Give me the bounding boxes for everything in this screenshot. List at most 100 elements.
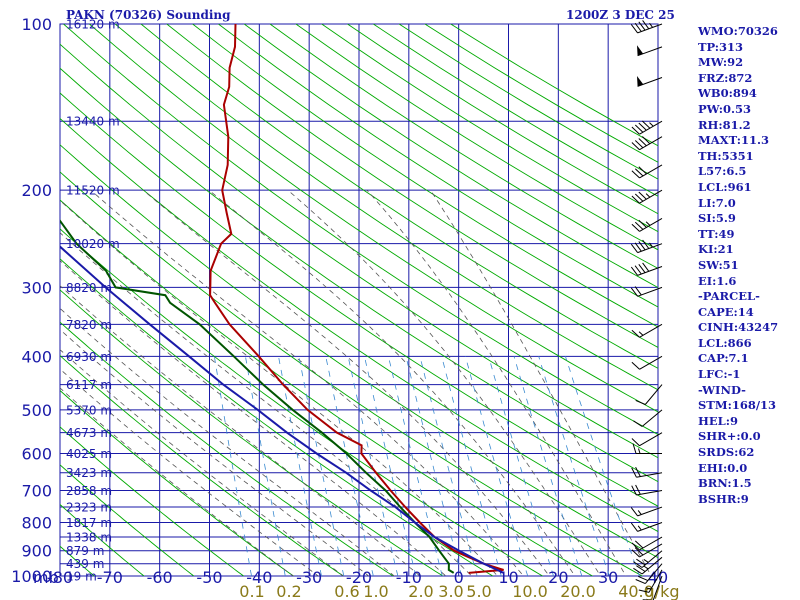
mixing-ratio-line	[513, 356, 583, 576]
barb-half-flag	[638, 331, 644, 336]
moist-adiabat-line	[60, 200, 499, 576]
wind-barb	[637, 45, 663, 57]
temperature-tick-label: -20	[346, 568, 372, 587]
dry-adiabat-line	[140, 24, 658, 369]
wind-barb	[630, 522, 663, 532]
barb-flag	[641, 120, 651, 129]
barb-flag	[638, 589, 650, 593]
barb-flag	[642, 239, 650, 249]
index-line: TH:5351	[698, 148, 754, 163]
pressure-tick-label: 800	[21, 514, 52, 533]
barb-flag	[634, 242, 642, 252]
wind-barb	[631, 189, 663, 204]
index-line: MAXT:11.3	[698, 133, 769, 148]
moist-adiabat-line	[60, 285, 421, 576]
index-line: L57:6.5	[698, 164, 747, 179]
barb-flag	[631, 467, 637, 478]
barb-flag	[638, 191, 647, 200]
temperature-tick-label: 30	[598, 568, 618, 587]
barb-half-flag	[645, 221, 651, 226]
mixing-ratio-label: 1.0	[363, 582, 388, 600]
mixing-ratio-line	[245, 356, 286, 576]
mixing-ratio-line	[298, 356, 345, 576]
barb-flag	[634, 193, 644, 202]
height-label: 7820 m	[66, 318, 112, 332]
barb-flag	[633, 420, 643, 427]
barb-flag	[631, 549, 640, 558]
barb-flag	[634, 286, 642, 296]
height-label: 1817 m	[66, 516, 112, 530]
dry-adiabat-line	[0, 24, 57, 588]
barb-flag	[638, 138, 647, 147]
barb-staff	[641, 550, 663, 568]
barb-flag	[631, 361, 640, 370]
index-line: EI:1.6	[698, 273, 737, 288]
moist-adiabat-line	[60, 368, 319, 576]
barb-staff	[637, 243, 663, 254]
barb-flag	[634, 547, 644, 556]
index-line: -WIND-	[698, 382, 746, 397]
index-line: CAPE:14	[698, 304, 754, 319]
dry-adiabat-line	[60, 389, 295, 576]
dry-adiabat-line	[60, 117, 658, 533]
barb-flag	[638, 166, 647, 175]
moist-adiabat-line	[60, 349, 345, 576]
moist-adiabat-line	[90, 189, 525, 576]
barb-staff	[639, 164, 663, 179]
height-label: 13440 m	[66, 115, 120, 129]
background-lines	[0, 24, 658, 588]
observation-time: 1200Z 3 DEC 25	[566, 8, 675, 22]
mixing-ratio-line	[538, 356, 610, 576]
index-line: RH:81.2	[698, 117, 751, 132]
wind-barb	[630, 262, 663, 276]
mixing-ratio-label: 0.2	[276, 582, 301, 600]
barb-flag	[632, 443, 637, 454]
temperature-tick-label: 20	[548, 568, 568, 587]
index-line: TP:313	[698, 39, 744, 54]
index-line: HEL:9	[698, 413, 738, 428]
temperature-tick-label: 10	[498, 568, 518, 587]
barb-half-flag	[643, 565, 649, 570]
pressure-tick-label: 600	[21, 445, 52, 464]
index-line: SHR+:0.0	[698, 429, 761, 444]
barb-staff	[639, 536, 663, 551]
wind-barb	[638, 569, 663, 593]
index-line: CINH:43247	[698, 320, 779, 335]
index-line: PW:0.53	[698, 101, 752, 116]
barb-pennant	[637, 76, 644, 87]
barb-flag	[635, 466, 641, 477]
wind-barb	[637, 76, 663, 87]
barb-flag	[638, 575, 649, 582]
barb-flag	[631, 329, 640, 338]
moist-adiabat-line	[60, 307, 395, 576]
height-label: 11520 m	[66, 184, 120, 198]
barb-staff	[639, 217, 663, 232]
pressure-tick-label: 100	[21, 15, 52, 34]
index-line: -PARCEL-	[698, 289, 760, 304]
temperature-tick-label: -80	[47, 568, 73, 587]
barb-flag	[638, 122, 647, 131]
mixing-ratio-label: 0.6	[334, 582, 359, 600]
barb-flag	[634, 22, 642, 32]
barb-flag	[641, 136, 651, 145]
station-title: PAKN (70326) Sounding	[66, 8, 231, 22]
wind-barb	[631, 355, 663, 370]
wind-barb	[631, 543, 663, 558]
index-line: KI:21	[698, 242, 734, 257]
barb-staff	[639, 355, 663, 370]
wind-barb	[630, 239, 663, 254]
barb-flag	[634, 140, 644, 149]
barb-flag	[638, 21, 646, 31]
temperature-tick-label: -30	[296, 568, 322, 587]
mixing-ratio-line	[278, 356, 322, 576]
barb-staff	[639, 120, 663, 135]
height-label: 19 m	[66, 570, 97, 584]
barb-staff	[639, 136, 663, 151]
barb-staff	[644, 563, 663, 584]
wind-barb	[631, 484, 663, 496]
wind-barb	[630, 286, 663, 297]
series-layer	[60, 24, 505, 574]
height-label: 4673 m	[66, 426, 112, 440]
pressure-tick-label: 900	[21, 542, 52, 561]
